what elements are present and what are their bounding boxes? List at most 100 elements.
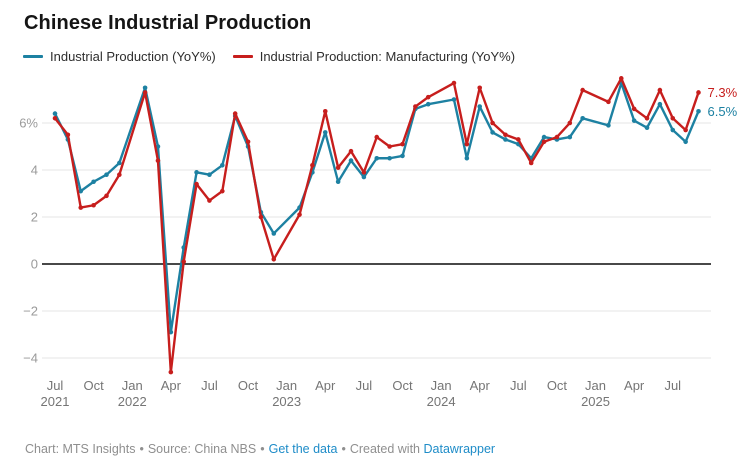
data-point-manufacturing — [387, 144, 392, 149]
data-point-industrial-production — [696, 108, 701, 114]
y-tick-label: −2 — [23, 304, 38, 319]
data-point-manufacturing — [374, 134, 380, 140]
x-tick-label: Jan — [431, 378, 452, 393]
data-point-manufacturing — [631, 106, 637, 112]
x-tick-year: 2022 — [118, 394, 147, 409]
data-point-industrial-production — [503, 137, 508, 142]
legend-swatch — [23, 55, 43, 58]
legend-label: Industrial Production (YoY%) — [50, 49, 216, 64]
data-point-industrial-production — [631, 118, 637, 123]
data-point-manufacturing — [348, 148, 354, 154]
data-point-manufacturing — [683, 127, 688, 133]
data-point-manufacturing — [644, 116, 650, 121]
data-point-industrial-production — [348, 158, 354, 163]
x-tick-label: Jul — [47, 378, 64, 393]
data-point-industrial-production — [220, 163, 225, 168]
x-tick-label: Apr — [624, 378, 645, 393]
x-tick-label: Oct — [83, 378, 104, 393]
data-point-manufacturing — [168, 369, 174, 375]
x-tick-label: Jul — [510, 378, 527, 393]
data-point-industrial-production — [168, 329, 174, 335]
y-tick-label: 0 — [31, 257, 38, 272]
x-tick-label: Apr — [315, 378, 336, 393]
data-point-industrial-production — [400, 153, 405, 159]
footer-separator: • — [341, 442, 346, 456]
legend: Industrial Production (YoY%) Industrial P… — [23, 49, 756, 64]
data-point-manufacturing — [232, 111, 238, 116]
data-point-industrial-production — [657, 101, 663, 107]
data-point-manufacturing — [696, 90, 701, 95]
data-point-industrial-production — [117, 160, 122, 166]
data-point-manufacturing — [78, 205, 84, 210]
data-point-manufacturing — [104, 193, 109, 199]
data-point-manufacturing — [541, 139, 547, 145]
data-point-manufacturing — [670, 116, 676, 121]
data-point-manufacturing — [297, 212, 302, 217]
data-point-industrial-production — [155, 144, 161, 149]
data-point-manufacturing — [413, 104, 418, 109]
data-point-manufacturing — [580, 87, 585, 93]
data-point-industrial-production — [78, 188, 84, 194]
x-tick-label: Jan — [276, 378, 297, 393]
y-tick-label: 6% — [19, 116, 38, 131]
chart-footer: Chart: MTS Insights • Source: China NBS • Ge… — [25, 442, 495, 456]
x-tick-label: Apr — [161, 378, 182, 393]
data-point-manufacturing — [464, 141, 470, 147]
data-point-industrial-production — [464, 155, 470, 161]
data-point-industrial-production — [322, 130, 328, 135]
x-tick-year: 2023 — [272, 394, 301, 409]
data-point-manufacturing — [322, 108, 328, 114]
data-point-manufacturing — [117, 172, 122, 177]
data-point-industrial-production — [670, 127, 676, 133]
page-title: Chinese Industrial Production — [24, 12, 312, 34]
x-tick-label: Apr — [470, 378, 491, 393]
data-point-industrial-production — [477, 104, 483, 109]
x-tick-year: 2024 — [427, 394, 456, 409]
data-point-manufacturing — [554, 134, 560, 140]
data-point-manufacturing — [335, 165, 341, 170]
data-point-industrial-production — [451, 97, 457, 102]
data-point-industrial-production — [490, 130, 495, 135]
data-point-manufacturing — [310, 163, 315, 168]
data-point-industrial-production — [207, 172, 212, 177]
x-tick-label: Oct — [238, 378, 259, 393]
data-point-industrial-production — [580, 116, 585, 121]
data-point-industrial-production — [606, 123, 611, 128]
data-point-manufacturing — [258, 214, 264, 220]
legend-label: Industrial Production: Manufacturing (Yo… — [259, 49, 516, 64]
y-tick-label: 2 — [31, 210, 38, 225]
x-tick-label: Jan — [122, 378, 143, 393]
data-point-manufacturing — [245, 139, 251, 145]
data-point-industrial-production — [52, 111, 58, 116]
x-tick-label: Jul — [201, 378, 218, 393]
data-point-manufacturing — [91, 202, 96, 208]
data-point-industrial-production — [425, 101, 431, 107]
x-tick-year: 2025 — [581, 394, 610, 409]
datawrapper-link[interactable]: Datawrapper — [423, 442, 496, 456]
data-point-manufacturing — [271, 257, 277, 262]
data-point-industrial-production — [387, 155, 392, 161]
data-point-manufacturing — [155, 158, 161, 163]
data-point-manufacturing — [528, 160, 534, 166]
footer-separator: • — [139, 442, 144, 456]
legend-item-industrial-production: Industrial Production (YoY%) — [23, 49, 216, 64]
data-point-industrial-production — [91, 179, 96, 185]
data-point-manufacturing — [451, 80, 457, 86]
data-point-manufacturing — [220, 188, 225, 194]
data-point-manufacturing — [606, 99, 611, 105]
data-point-manufacturing — [425, 94, 431, 100]
data-point-industrial-production — [644, 125, 650, 130]
end-value-label-industrial-production: 6.5% — [708, 104, 738, 119]
data-point-manufacturing — [516, 137, 521, 142]
end-value-label-manufacturing: 7.3% — [708, 85, 738, 100]
get-the-data-link[interactable]: Get the data — [268, 442, 338, 456]
data-point-industrial-production — [361, 174, 367, 180]
data-point-manufacturing — [207, 198, 212, 203]
data-point-industrial-production — [683, 139, 688, 145]
data-point-manufacturing — [567, 120, 573, 126]
created-with-text: Created with — [349, 442, 421, 456]
source-credit: Source: China NBS — [147, 442, 257, 456]
data-point-manufacturing — [490, 120, 495, 126]
x-tick-label: Jan — [585, 378, 606, 393]
x-tick-year: 2021 — [41, 394, 70, 409]
